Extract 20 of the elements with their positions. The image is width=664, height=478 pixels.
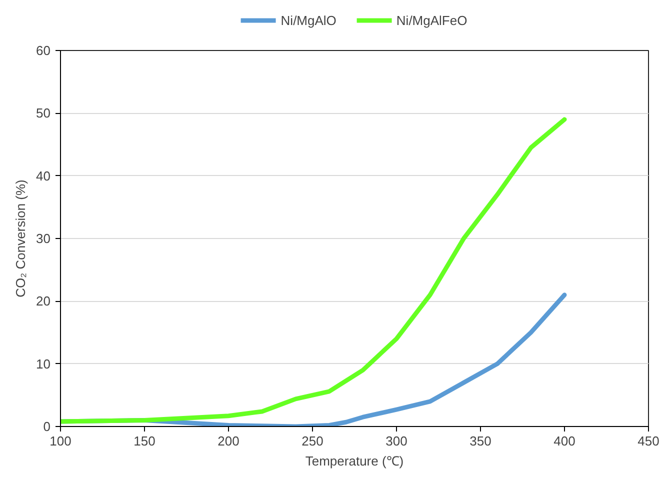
x-tick-label: 450 <box>638 434 660 448</box>
x-axis-title: Temperature (℃) <box>305 454 404 468</box>
y-tick-label: 30 <box>36 231 51 246</box>
y-tick-label: 20 <box>36 294 51 309</box>
legend-label: Ni/MgAlFeO <box>396 12 468 28</box>
y-tick-label: 0 <box>43 419 51 434</box>
x-tick-label: 250 <box>302 434 324 448</box>
y-axis-title: CO₂ Conversion (%) <box>13 180 28 298</box>
x-tick-label: 400 <box>554 434 576 448</box>
line-series <box>60 117 567 424</box>
x-tick-label: 300 <box>386 434 408 448</box>
y-tick-label: 10 <box>36 356 51 372</box>
y-tick-label: 50 <box>36 106 51 121</box>
x-tick-label: 150 <box>134 434 156 448</box>
x-tick-label: 350 <box>470 434 492 448</box>
x-tick-label: 100 <box>50 434 72 448</box>
y-tick-label: 40 <box>36 168 51 184</box>
x-tick-label: 200 <box>218 434 240 448</box>
legend-label: Ni/MgAlO <box>280 12 336 28</box>
y-tick-label: 60 <box>36 43 51 58</box>
